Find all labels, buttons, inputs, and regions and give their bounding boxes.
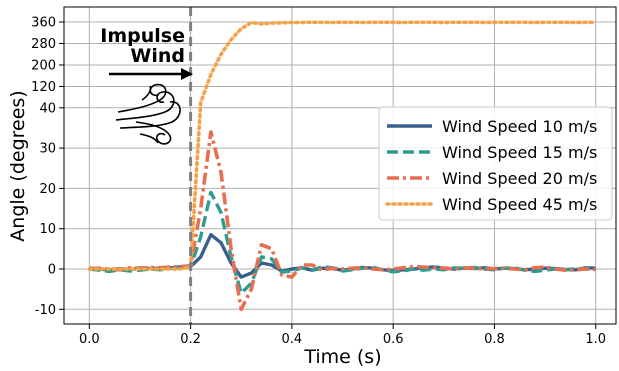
legend-label: Wind Speed 20 m/s [442,169,597,188]
y-axis-ticks: -10 0 10 20 30 40 120 200 280 360 [31,16,64,318]
y-tick-label: 10 [39,222,56,237]
x-axis-ticks: 0.0 0.2 0.4 0.6 0.8 1.0 [79,324,606,347]
x-tick-label: 0.8 [484,332,505,347]
legend-label: Wind Speed 45 m/s [442,195,597,214]
legend: Wind Speed 10 m/s Wind Speed 15 m/s Wind S… [378,106,613,221]
impulse-arrow-head [181,68,193,80]
x-tick-label: 0.0 [79,332,100,347]
y-tick-label: 120 [31,80,56,95]
y-tick-label: 20 [39,182,56,197]
series-lines [87,20,598,312]
y-tick-label: 200 [31,59,56,74]
x-tick-label: 1.0 [585,332,606,347]
legend-box [378,106,613,221]
series-line-4 [87,20,598,271]
impulse-annotation: Impulse Wind [100,25,193,145]
y-tick-label: 30 [39,142,56,157]
y-tick-label: 360 [31,16,56,31]
series-line-3 [89,130,596,312]
x-tick-label: 0.2 [180,332,201,347]
y-tick-label: 40 [39,101,56,116]
plot-frame [63,6,617,325]
y-axis-title: Angle (degrees) [7,90,29,241]
x-axis-title: Time (s) [303,346,381,368]
y-tick-label: 0 [48,263,56,278]
y-tick-label: 280 [31,37,56,52]
y-tick-label: -10 [35,303,56,318]
legend-label: Wind Speed 10 m/s [442,117,597,136]
wind-swirl-icon [115,83,181,145]
impulse-label-line1: Impulse [100,25,185,47]
x-tick-label: 0.6 [383,332,404,347]
x-tick-label: 0.4 [282,332,303,347]
legend-label: Wind Speed 15 m/s [442,143,597,162]
impulse-label-line2: Wind [130,45,185,67]
